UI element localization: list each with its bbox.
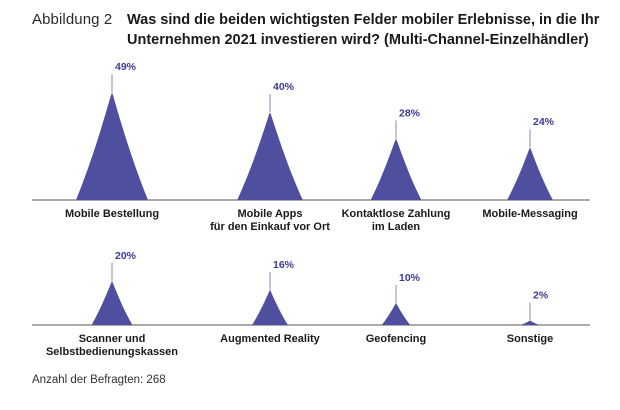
value-label-4: 24% [533,116,555,128]
spike-6 [252,289,288,325]
value-label-7: 10% [399,272,421,284]
spike-5 [91,281,133,325]
chart-title: Was sind die beiden wichtigsten Felder m… [127,10,600,50]
value-label-3: 28% [399,107,421,119]
figure-label: Abbildung 2 [32,11,113,28]
category-label-2-line-2: für den Einkauf vor Ort [210,221,330,233]
category-label-3-line-2: im Laden [372,221,421,233]
category-label-4: Mobile-Messaging [482,208,577,220]
category-label-5-line-1: Scanner und [79,333,146,345]
category-label-2-line-1: Mobile Apps [238,208,303,220]
value-label-1: 49% [115,61,137,73]
value-label-5: 20% [115,250,137,262]
category-label-3-line-1: Kontaktlose Zahlung [342,208,451,220]
chart-title-line-2: Unternehmen 2021 investieren wird? (Mult… [127,32,589,48]
value-label-8: 2% [533,290,549,302]
category-label-5-line-2: Selbstbedienungskassen [46,346,178,358]
category-label-7: Geofencing [366,333,427,345]
value-label-2: 40% [273,81,295,93]
spike-8 [520,320,540,325]
category-label-6: Augmented Reality [220,333,321,345]
chart-title-line-1: Was sind die beiden wichtigsten Felder m… [127,12,600,28]
spike-7 [381,303,411,325]
spike-2 [237,112,303,200]
respondent-count-note: Anzahl der Befragten: 268 [32,374,166,386]
spike-3 [370,138,422,200]
spike-1 [76,92,148,200]
spike-4 [507,147,553,200]
category-label-8: Sonstige [507,333,553,345]
category-label-1: Mobile Bestellung [65,208,159,220]
value-label-6: 16% [273,259,295,271]
